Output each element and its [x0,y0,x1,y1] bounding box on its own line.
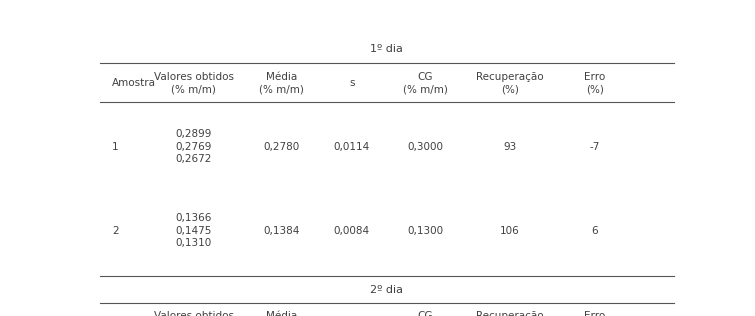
Text: 1: 1 [112,142,119,152]
Text: 0,1384: 0,1384 [263,226,300,236]
Text: 2: 2 [112,226,119,236]
Text: CG
(% m/m): CG (% m/m) [402,72,448,94]
Text: Média
(% m/m): Média (% m/m) [259,311,304,316]
Text: 6: 6 [591,226,598,236]
Text: Amostra: Amostra [112,78,156,88]
Text: Média
(% m/m): Média (% m/m) [259,72,304,94]
Text: 0,3000: 0,3000 [407,142,443,152]
Text: Recuperação
(%): Recuperação (%) [476,72,544,94]
Text: Erro
(%): Erro (%) [584,72,606,94]
Text: Erro
(%): Erro (%) [584,311,606,316]
Text: 106: 106 [500,226,519,236]
Text: Valores obtidos
(% m/m): Valores obtidos (% m/m) [154,311,234,316]
Text: CG
(% m/m): CG (% m/m) [402,311,448,316]
Text: 0,2899
0,2769
0,2672: 0,2899 0,2769 0,2672 [176,130,212,164]
Text: 93: 93 [503,142,516,152]
Text: 0,1366
0,1475
0,1310: 0,1366 0,1475 0,1310 [176,213,212,248]
Text: 0,0114: 0,0114 [334,142,370,152]
Text: 2º dia: 2º dia [371,285,403,295]
Text: 0,1300: 0,1300 [407,226,443,236]
Text: Recuperação
(%): Recuperação (%) [476,311,544,316]
Text: 0,2780: 0,2780 [263,142,300,152]
Text: 0,0084: 0,0084 [334,226,370,236]
Text: s: s [349,78,355,88]
Text: -7: -7 [590,142,599,152]
Text: Valores obtidos
(% m/m): Valores obtidos (% m/m) [154,72,234,94]
Text: 1º dia: 1º dia [371,44,403,54]
